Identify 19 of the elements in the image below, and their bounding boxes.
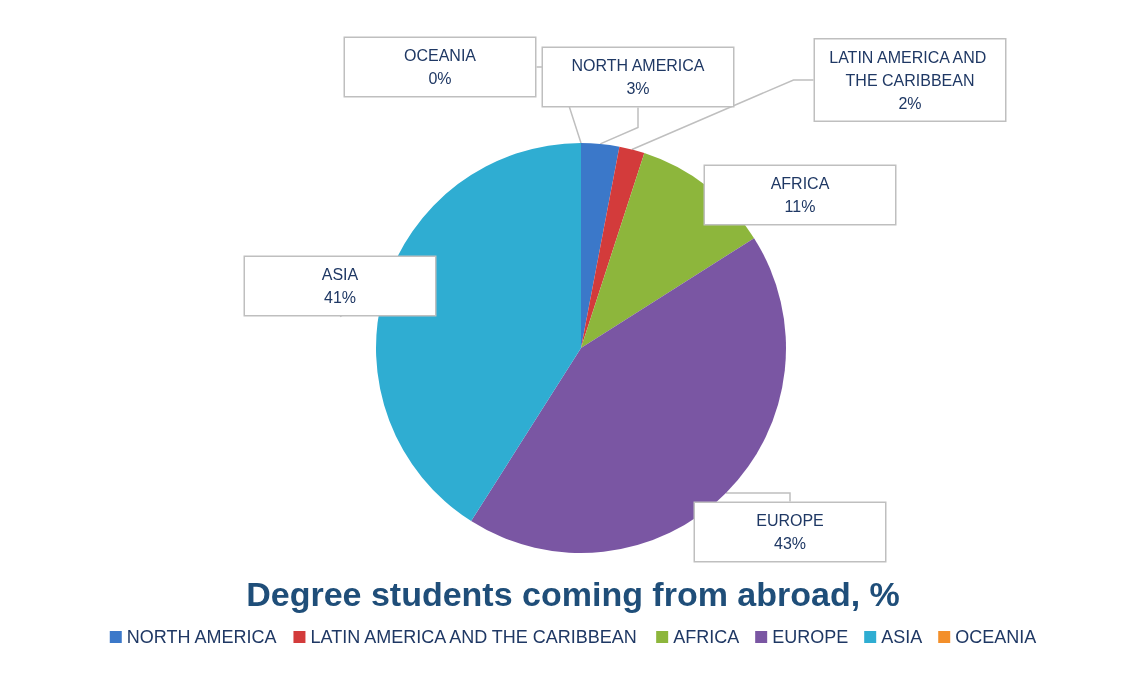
data-label: 2% xyxy=(898,94,922,112)
legend-label: OCEANIA xyxy=(955,627,1037,647)
data-label: 43% xyxy=(773,535,807,552)
slice-label: NORTH AMERICA xyxy=(571,57,705,74)
legend-label: ASIA xyxy=(881,627,923,647)
slice-label: AFRICA xyxy=(770,175,830,192)
legend-label: EUROPE xyxy=(772,627,849,647)
legend-label: NORTH AMERICA xyxy=(126,627,277,647)
data-label: 11% xyxy=(784,198,816,215)
text: Degree students coming from abroad, % xyxy=(246,575,900,613)
legend-label: LATIN AMERICA AND THE CARIBBEAN xyxy=(310,627,637,647)
slice-label: ASIA xyxy=(321,266,359,283)
text: 0% xyxy=(428,70,452,87)
category-label: OCEANIA xyxy=(403,47,477,64)
data-label: 3% xyxy=(626,80,650,97)
legend-label: AFRICA xyxy=(673,627,740,647)
slice-label: LATIN AMERICA AND THE CARIBBEAN xyxy=(829,48,991,89)
slice-label: EUROPE xyxy=(756,512,824,529)
data-label: 41% xyxy=(323,289,357,306)
